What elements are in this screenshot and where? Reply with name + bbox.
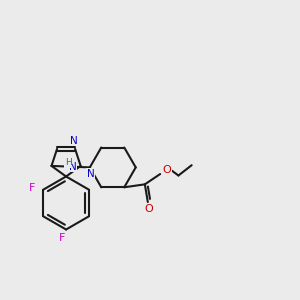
Text: N: N bbox=[86, 169, 94, 179]
Text: H: H bbox=[65, 158, 72, 167]
Text: O: O bbox=[144, 204, 153, 214]
Text: N: N bbox=[70, 136, 77, 146]
Text: O: O bbox=[162, 166, 171, 176]
Text: N: N bbox=[68, 161, 76, 172]
Text: F: F bbox=[58, 233, 65, 243]
Text: F: F bbox=[29, 183, 35, 193]
